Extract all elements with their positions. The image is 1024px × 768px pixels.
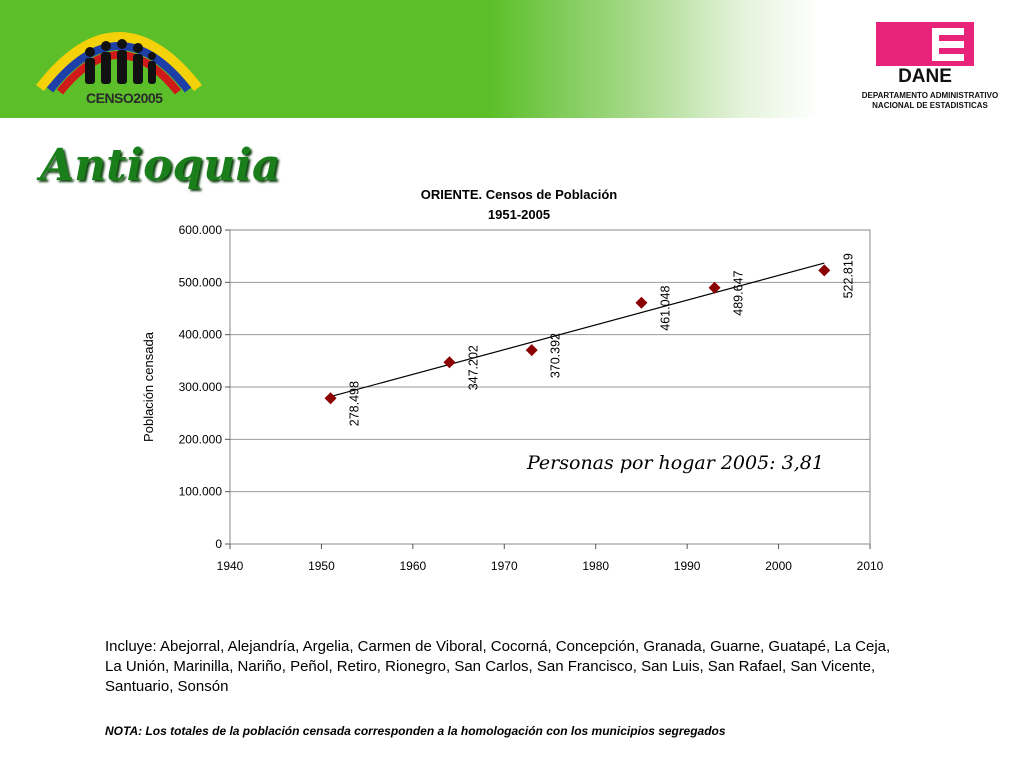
y-tick-label: 0 (215, 537, 222, 551)
censo-2005-logo (36, 32, 202, 95)
x-tick-label: 2000 (765, 559, 792, 573)
y-tick-label: 400.000 (179, 328, 223, 342)
population-chart: ORIENTE. Censos de Población 1951-2005 0… (141, 187, 884, 573)
dane-caption-line1: DEPARTAMENTO ADMINISTRATIVO (861, 91, 999, 100)
data-label: 489.647 (732, 271, 746, 316)
dane-caption-line2: NACIONAL DE ESTADISTICAS (872, 101, 988, 110)
point-layer: 278.498 347.202 370.392 461.048 489.647 522.8… (324, 253, 855, 426)
dane-logo-text: DANE (898, 66, 952, 86)
footnote: NOTA: Los totales de la población censad… (105, 724, 726, 738)
dane-logo: DANE (876, 22, 974, 86)
data-label: 461.048 (658, 285, 672, 330)
tick-layer: 0 100.000 200.000 300.000 400.000 500.000 600.… (179, 223, 884, 573)
trendline (330, 262, 825, 398)
data-label: 347.202 (466, 345, 480, 390)
censo-logo-text: CENSO2005 (86, 90, 163, 106)
y-axis-label: Población censada (141, 331, 156, 442)
y-tick-label: 100.000 (179, 485, 223, 499)
y-tick-label: 300.000 (179, 380, 223, 394)
x-tick-label: 2010 (857, 559, 884, 573)
trend-layer (330, 262, 825, 398)
data-label: 278.498 (348, 381, 362, 426)
data-point (708, 281, 721, 294)
data-point (324, 392, 337, 405)
persons-per-household-annotation: Personas por hogar 2005: 3,81 (527, 452, 824, 474)
x-tick-label: 1940 (217, 559, 244, 573)
y-tick-label: 500.000 (179, 275, 223, 289)
data-label: 370.392 (549, 333, 563, 378)
region-title: Antioquia (40, 140, 281, 191)
y-tick-label: 200.000 (179, 432, 223, 446)
x-tick-label: 1990 (674, 559, 701, 573)
chart-title-line1: ORIENTE. Censos de Población (421, 187, 618, 202)
y-tick-label: 600.000 (179, 223, 223, 237)
dane-caption: DEPARTAMENTO ADMINISTRATIVO NACIONAL DE … (840, 91, 1020, 111)
data-point (525, 344, 538, 357)
x-tick-label: 1950 (308, 559, 335, 573)
x-tick-label: 1970 (491, 559, 518, 573)
data-point (818, 264, 831, 277)
x-tick-label: 1980 (582, 559, 609, 573)
x-tick-label: 1960 (400, 559, 427, 573)
data-point (635, 296, 648, 309)
header-banner: CENSO2005 DANE DEPARTAMENTO ADMINISTRATI… (0, 0, 1024, 118)
data-point (443, 356, 456, 369)
data-label: 522.819 (841, 253, 855, 298)
municipalities-included-text: Incluye: Abejorral, Alejandría, Argelia,… (105, 638, 891, 695)
chart-title-line2: 1951-2005 (488, 207, 550, 222)
